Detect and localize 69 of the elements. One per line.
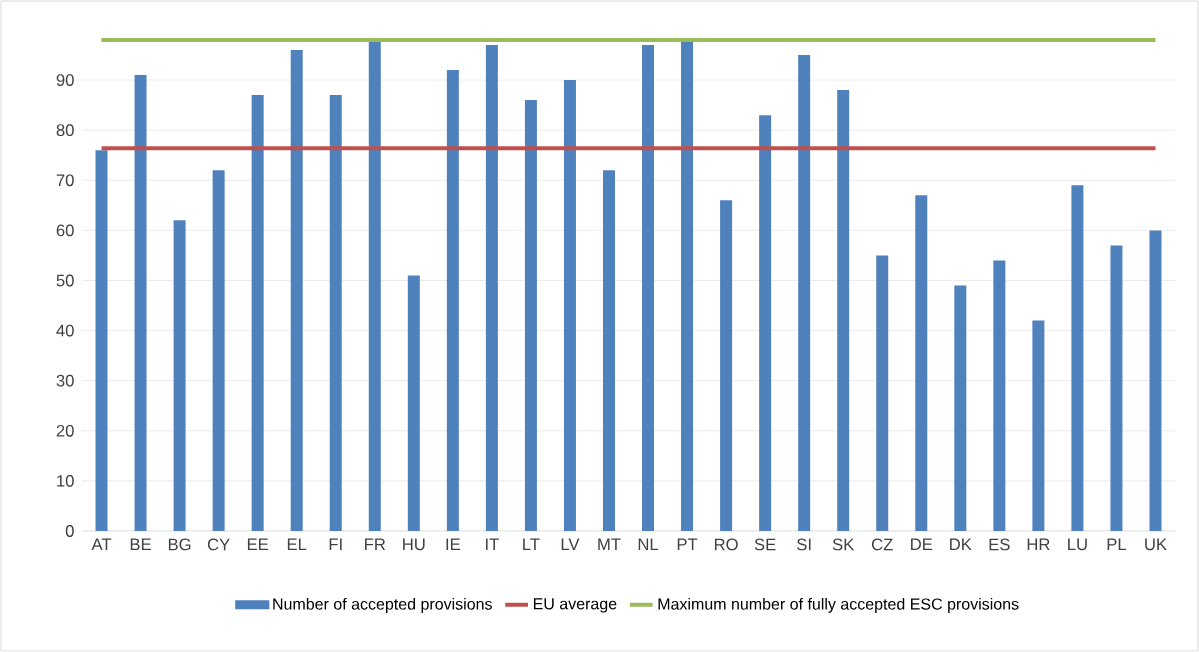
- bar: [95, 150, 108, 531]
- x-tick-label: BG: [168, 538, 191, 551]
- x-tick-label: IT: [486, 538, 499, 551]
- bar: [1110, 245, 1123, 531]
- bar: [720, 200, 733, 531]
- y-tick-label: 80: [56, 124, 74, 137]
- x-tick-label: BE: [130, 538, 151, 551]
- y-tick-label: 20: [56, 424, 74, 437]
- bar: [407, 275, 420, 531]
- x-tick-label: CY: [207, 538, 230, 551]
- x-tick-label: DE: [911, 538, 933, 551]
- bar: [368, 39, 381, 531]
- x-tick-label: FR: [365, 538, 386, 551]
- x-tick-label: SK: [832, 538, 855, 551]
- x-tick-label: HU: [403, 538, 425, 551]
- bar: [798, 55, 811, 531]
- bar: [173, 220, 186, 531]
- bar: [681, 39, 694, 531]
- x-tick-label: EE: [247, 538, 269, 551]
- x-tick-label: ES: [989, 538, 1010, 551]
- x-tick-label: HR: [1027, 538, 1050, 551]
- x-tick-label: DK: [950, 538, 972, 551]
- bar: [446, 70, 459, 531]
- bar: [329, 95, 342, 531]
- x-tick-label: PL: [1107, 538, 1127, 551]
- x-tick-label: UK: [1145, 538, 1167, 551]
- bar: [134, 75, 147, 531]
- y-tick-label: 30: [56, 374, 74, 387]
- legend-label: Number of accepted provisions: [273, 597, 492, 613]
- y-tick-label: 50: [56, 274, 74, 287]
- bar: [1149, 230, 1162, 531]
- y-tick-label: 70: [56, 174, 74, 187]
- bar: [1032, 320, 1045, 531]
- bar: [759, 115, 772, 531]
- y-tick-label: 90: [56, 74, 74, 86]
- x-tick-label: NL: [638, 538, 659, 551]
- x-tick-label: MT: [598, 538, 621, 551]
- bar: [602, 170, 615, 531]
- y-tick-label: 10: [57, 475, 74, 487]
- x-tick-label: LU: [1068, 538, 1087, 551]
- x-tick-label: SE: [754, 538, 776, 551]
- bar: [212, 170, 225, 531]
- y-tick-label: 60: [56, 224, 74, 237]
- bar: [915, 195, 928, 531]
- bar: [524, 100, 537, 531]
- bar: [837, 90, 850, 531]
- bar: [876, 255, 889, 531]
- x-tick-label: LV: [561, 538, 580, 551]
- x-tick-label: FI: [329, 538, 342, 551]
- x-tick-label: CZ: [871, 538, 893, 551]
- bar: [485, 45, 498, 531]
- bar: [251, 95, 264, 531]
- y-tick-label: 0: [65, 525, 74, 537]
- x-tick-label: SI: [797, 538, 811, 551]
- y-tick-label: 40: [56, 324, 74, 337]
- x-tick-label: RO: [714, 538, 738, 551]
- x-tick-label: IE: [446, 538, 460, 551]
- x-tick-label: PT: [677, 538, 698, 551]
- x-tick-label: LT: [523, 538, 540, 551]
- bar: [1071, 185, 1084, 531]
- x-tick-label: EL: [287, 538, 307, 551]
- x-tick-label: AT: [91, 538, 112, 551]
- bar: [954, 285, 967, 531]
- legend-label: Maximum number of fully accepted ESC provisions: [658, 597, 1019, 613]
- bar: [642, 45, 655, 531]
- legend-label: EU average: [533, 598, 617, 613]
- bar: [563, 80, 576, 531]
- bar: [290, 50, 303, 531]
- bar: [993, 260, 1006, 531]
